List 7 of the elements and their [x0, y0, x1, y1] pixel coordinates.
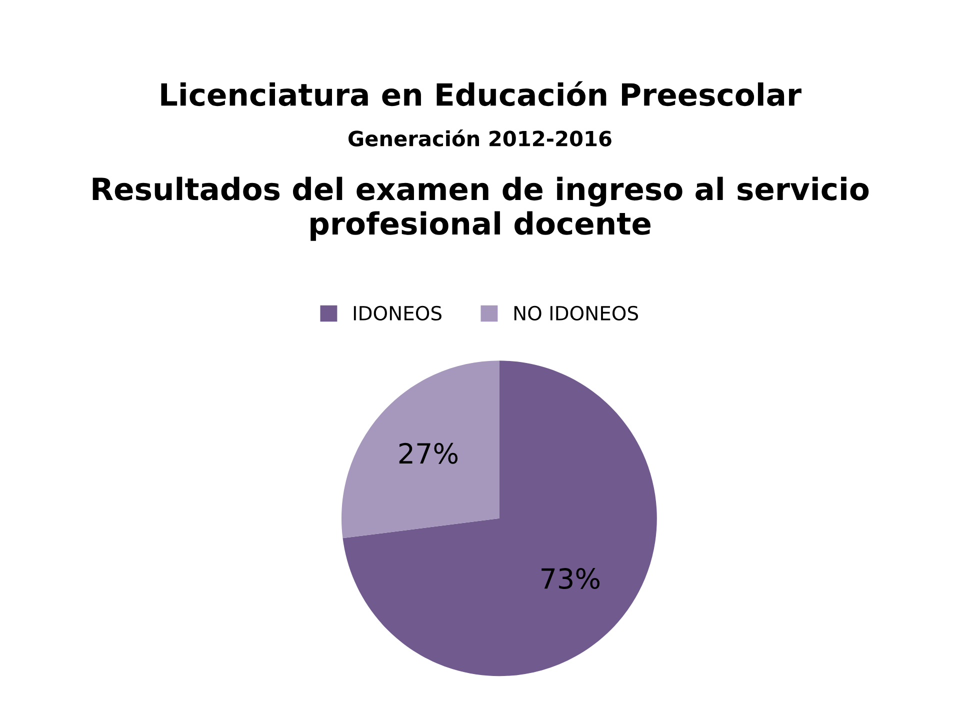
legend-label: IDONEOS: [354, 306, 442, 321]
data-label: 27%: [399, 442, 458, 464]
data-label: 73%: [542, 568, 600, 590]
chart-title: Licenciatura en Educación Preescolar: [161, 81, 802, 106]
chart-subtitle: Generación 2012-2016: [348, 129, 612, 146]
text: Resultados del examen de ingreso al servicio profesional docente: [92, 176, 869, 241]
legend-label: NO IDONEOS: [514, 306, 638, 321]
